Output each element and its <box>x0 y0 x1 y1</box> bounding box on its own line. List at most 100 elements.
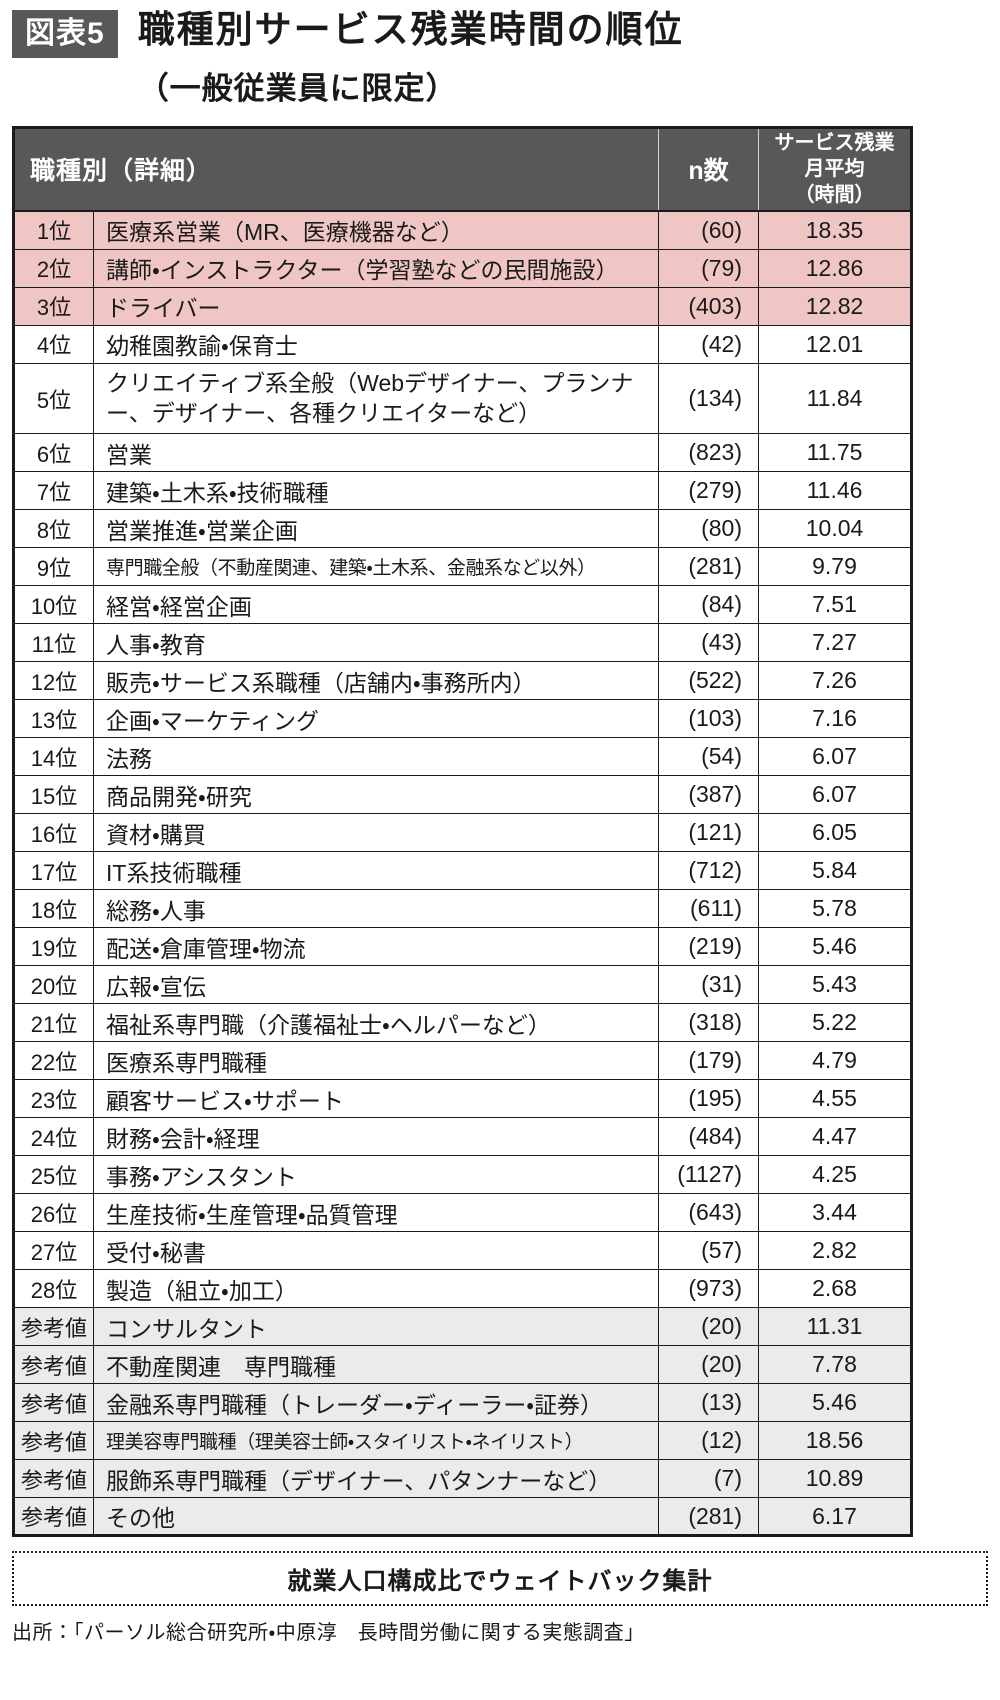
figure-subtitle: （一般従業員に限定） <box>137 70 458 106</box>
n-count-cell: (279) <box>658 471 760 511</box>
avg-overtime-cell: 6.17 <box>758 1497 913 1537</box>
table-row: 23位 顧客サービス・サポート (195) 4.55 <box>13 1079 913 1119</box>
rank-cell: 6位 <box>13 433 94 473</box>
rank-cell: 3位 <box>13 286 94 326</box>
rank-cell: 参考値 <box>13 1307 94 1347</box>
avg-overtime-cell: 11.84 <box>758 362 913 435</box>
table-row: 11位 人事・教育 (43) 7.27 <box>13 623 913 663</box>
weighting-note: 就業人口構成比でウェイトバック集計 <box>12 1551 988 1607</box>
n-count-cell: (7) <box>658 1459 760 1499</box>
occupation-cell: 福祉系専門職（介護福祉士・ヘルパーなど） <box>92 1003 660 1043</box>
n-count-cell: (43) <box>658 623 760 663</box>
table-row: 4位 幼稚園教諭・保育士 (42) 12.01 <box>13 324 913 364</box>
rank-cell: 27位 <box>13 1231 94 1271</box>
table-row: 12位 販売・サービス系職種（店舗内・事務所内） (522) 7.26 <box>13 661 913 701</box>
occupation-cell: 建築・土木系・技術職種 <box>92 471 660 511</box>
n-count-cell: (79) <box>658 248 760 288</box>
occupation-cell: 営業 <box>92 433 660 473</box>
table-row: 10位 経営・経営企画 (84) 7.51 <box>13 585 913 625</box>
occupation-cell: クリエイティブ系全般（Webデザイナー、プランナー、デザイナー、各種クリエイター… <box>92 362 660 435</box>
header-avg-overtime: サービス残業 月平均 （時間） <box>758 127 912 213</box>
avg-overtime-cell: 11.46 <box>758 471 913 511</box>
occupation-cell: 資材・購買 <box>92 813 660 853</box>
rank-cell: 17位 <box>13 851 94 891</box>
n-count-cell: (20) <box>658 1307 760 1347</box>
avg-overtime-cell: 5.43 <box>758 965 913 1005</box>
rank-cell: 参考値 <box>13 1345 94 1385</box>
n-count-cell: (484) <box>658 1117 760 1157</box>
occupation-cell: IT系技術職種 <box>92 851 660 891</box>
avg-overtime-cell: 4.55 <box>758 1079 913 1119</box>
table-row: 16位 資材・購買 (121) 6.05 <box>13 813 913 853</box>
n-count-cell: (57) <box>658 1231 760 1271</box>
avg-overtime-cell: 11.75 <box>758 433 913 473</box>
occupation-cell: 販売・サービス系職種（店舗内・事務所内） <box>92 661 660 701</box>
header-occupation: 職種別（詳細） <box>13 127 659 213</box>
occupation-cell: 総務・人事 <box>92 889 660 929</box>
occupation-cell: 法務 <box>92 737 660 777</box>
table-row: 28位 製造（組立・加工） (973) 2.68 <box>13 1269 913 1309</box>
avg-overtime-cell: 18.35 <box>758 210 913 250</box>
table-row: 20位 広報・宣伝 (31) 5.43 <box>13 965 913 1005</box>
rank-cell: 9位 <box>13 547 94 587</box>
avg-overtime-cell: 12.01 <box>758 324 913 364</box>
avg-overtime-cell: 7.16 <box>758 699 913 739</box>
table-row: 1位 医療系営業（MR、医療機器など） (60) 18.35 <box>13 210 913 250</box>
occupation-cell: 商品開発・研究 <box>92 775 660 815</box>
n-count-cell: (13) <box>658 1383 760 1423</box>
table-row: 参考値 コンサルタント (20) 11.31 <box>13 1307 913 1347</box>
n-count-cell: (611) <box>658 889 760 929</box>
table-row: 17位 IT系技術職種 (712) 5.84 <box>13 851 913 891</box>
rank-cell: 8位 <box>13 509 94 549</box>
avg-overtime-cell: 7.27 <box>758 623 913 663</box>
n-count-cell: (219) <box>658 927 760 967</box>
n-count-cell: (54) <box>658 737 760 777</box>
rank-cell: 21位 <box>13 1003 94 1043</box>
table-header-row: 職種別（詳細） n数 サービス残業 月平均 （時間） <box>13 127 912 213</box>
rank-cell: 2位 <box>13 248 94 288</box>
figure-title: 職種別サービス残業時間の順位 <box>137 9 684 50</box>
occupation-cell: ドライバー <box>92 286 660 326</box>
avg-overtime-cell: 7.26 <box>758 661 913 701</box>
n-count-cell: (12) <box>658 1421 760 1461</box>
occupation-cell: 財務・会計・経理 <box>92 1117 660 1157</box>
table-row: 9位 専門職全般（不動産関連、建築・土木系、金融系など以外） (281) 9.79 <box>13 547 913 587</box>
table-row: 15位 商品開発・研究 (387) 6.07 <box>13 775 913 815</box>
occupation-cell: 理美容専門職種（理美容士師・スタイリスト・ネイリスト） <box>92 1421 660 1461</box>
occupation-cell: その他 <box>92 1497 660 1537</box>
avg-overtime-cell: 5.78 <box>758 889 913 929</box>
occupation-cell: 医療系専門職種 <box>92 1041 660 1081</box>
table-row: 2位 講師・インストラクター（学習塾などの民間施設） (79) 12.86 <box>13 248 913 288</box>
rank-cell: 参考値 <box>13 1497 94 1537</box>
occupation-cell: 医療系営業（MR、医療機器など） <box>92 210 660 250</box>
table-row: 14位 法務 (54) 6.07 <box>13 737 913 777</box>
rank-cell: 24位 <box>13 1117 94 1157</box>
n-count-cell: (281) <box>658 547 760 587</box>
table-row: 19位 配送・倉庫管理・物流 (219) 5.46 <box>13 927 913 967</box>
rank-cell: 12位 <box>13 661 94 701</box>
table-row: 5位 クリエイティブ系全般（Webデザイナー、プランナー、デザイナー、各種クリエイ… <box>13 362 913 435</box>
n-count-cell: (103) <box>658 699 760 739</box>
table-row: 26位 生産技術・生産管理・品質管理 (643) 3.44 <box>13 1193 913 1233</box>
occupation-cell: 講師・インストラクター（学習塾などの民間施設） <box>92 248 660 288</box>
occupation-cell: 不動産関連 専門職種 <box>92 1345 660 1385</box>
n-count-cell: (712) <box>658 851 760 891</box>
occupation-cell: 専門職全般（不動産関連、建築・土木系、金融系など以外） <box>92 547 660 587</box>
avg-overtime-cell: 7.78 <box>758 1345 913 1385</box>
n-count-cell: (522) <box>658 661 760 701</box>
table-row: 22位 医療系専門職種 (179) 4.79 <box>13 1041 913 1081</box>
avg-overtime-cell: 12.86 <box>758 248 913 288</box>
avg-overtime-cell: 9.79 <box>758 547 913 587</box>
rank-cell: 18位 <box>13 889 94 929</box>
header-n-count: n数 <box>658 127 759 213</box>
table-row: 25位 事務・アシスタント (1127) 4.25 <box>13 1155 913 1195</box>
n-count-cell: (643) <box>658 1193 760 1233</box>
n-count-cell: (318) <box>658 1003 760 1043</box>
avg-overtime-cell: 12.82 <box>758 286 913 326</box>
n-count-cell: (403) <box>658 286 760 326</box>
n-count-cell: (121) <box>658 813 760 853</box>
page: 図表5 職種別サービス残業時間の順位 （一般従業員に限定） 職種別（詳細） n数… <box>12 9 988 1644</box>
table-row: 参考値 その他 (281) 6.17 <box>13 1497 913 1537</box>
n-count-cell: (179) <box>658 1041 760 1081</box>
rank-cell: 19位 <box>13 927 94 967</box>
